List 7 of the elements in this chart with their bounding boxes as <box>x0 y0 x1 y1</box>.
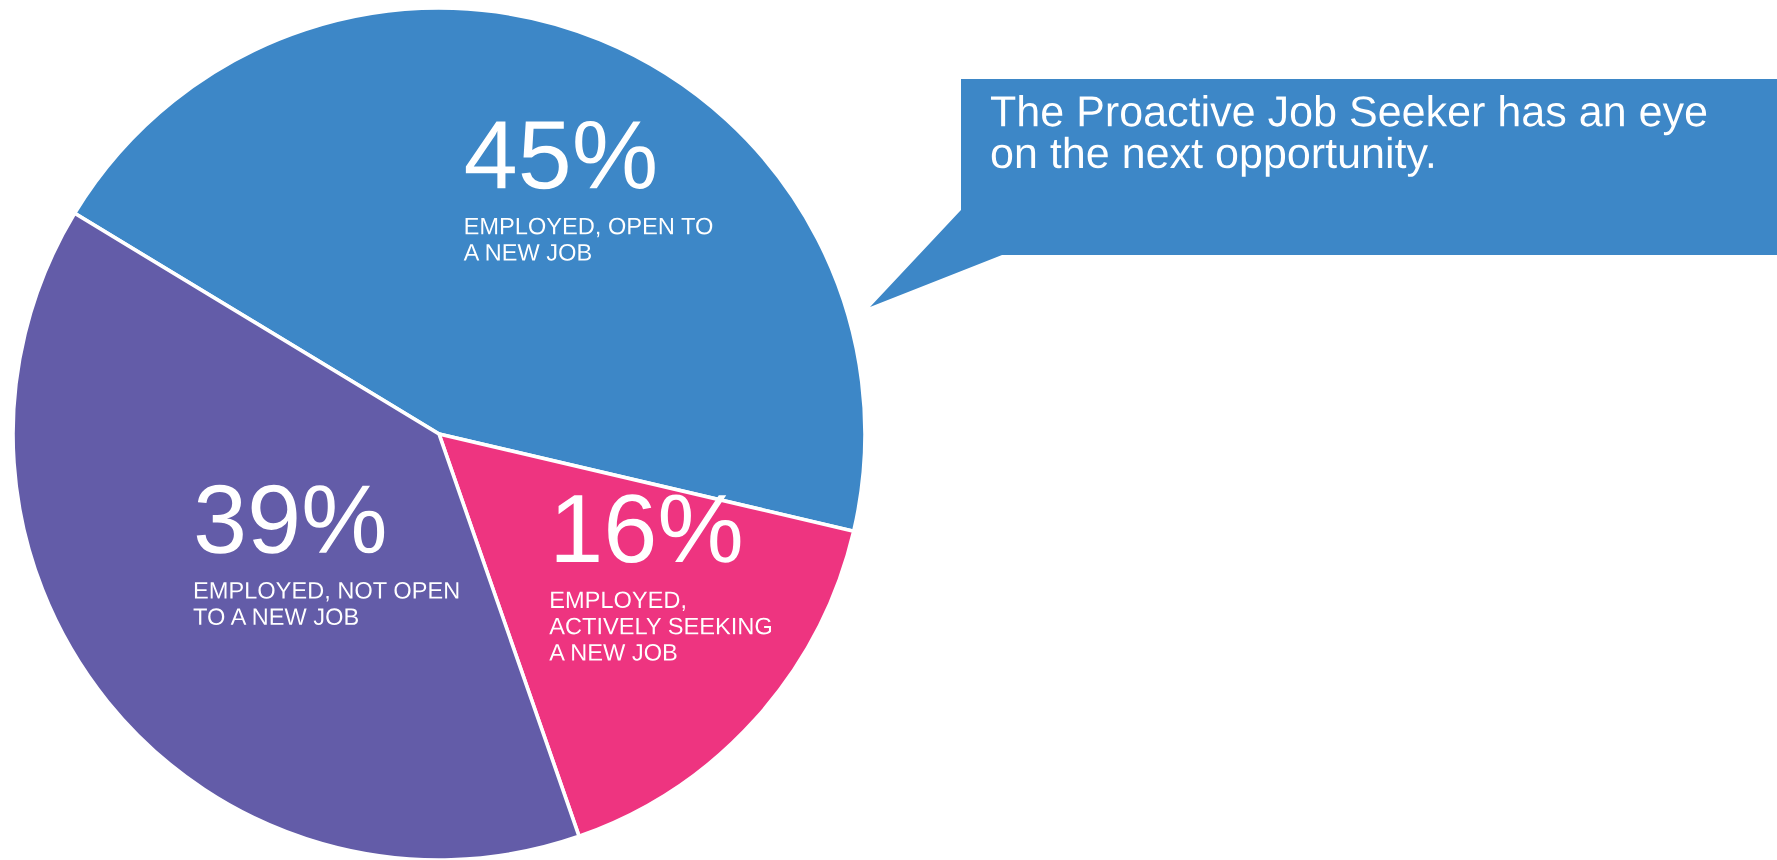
text: The Proactive Job Seeker has an eye on the next opportunity. <box>990 95 1707 177</box>
slice-label: EMPLOYED, OPEN TO A NEW JOB <box>463 217 713 261</box>
slice-label: EMPLOYED, NOT OPEN TO A NEW JOB <box>193 582 459 626</box>
data-label: 16% <box>556 494 741 564</box>
data-label: 39% <box>196 484 385 554</box>
slice-label: EMPLOYED, ACTIVELY SEEKING A NEW JOB <box>549 591 771 661</box>
data-label: 45% <box>465 120 655 190</box>
